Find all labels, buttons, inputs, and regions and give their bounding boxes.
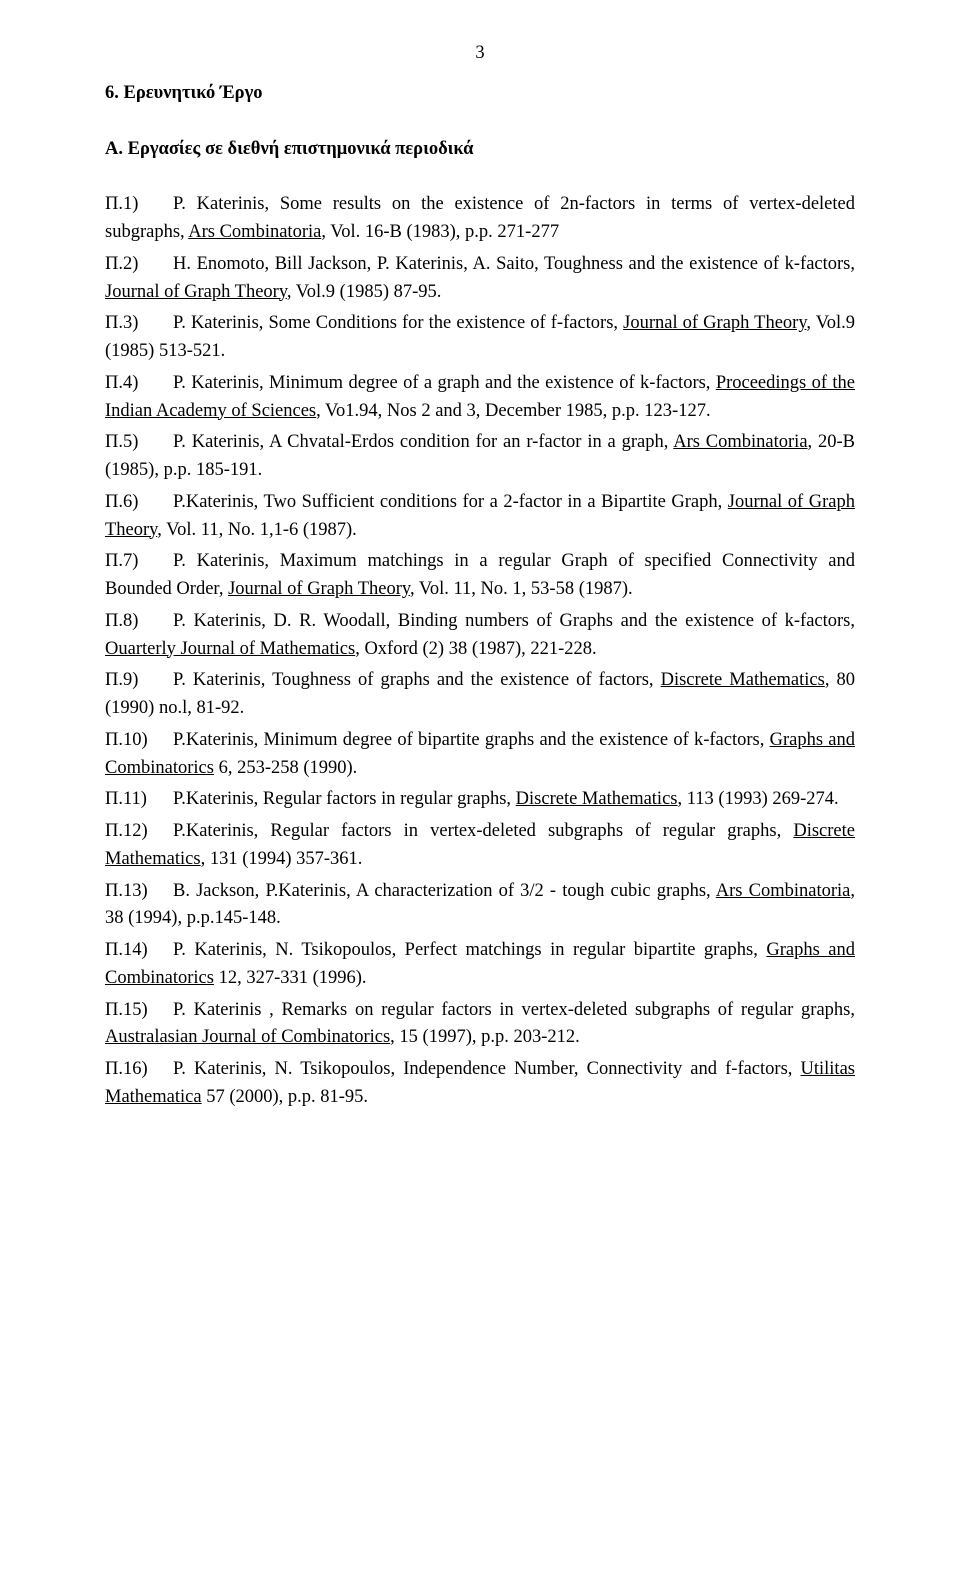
entry-text-pre: P.Katerinis, Regular factors in regular … (173, 789, 516, 809)
entry-text-pre: H. Enomoto, Bill Jackson, P. Katerinis, … (173, 254, 855, 274)
entry-text-post: , Vo1.94, Nos 2 and 3, December 1985, p.… (316, 401, 710, 421)
entry-text-pre: P.Katerinis, Regular factors in vertex-d… (173, 821, 793, 841)
publication-entry: Π.6)P.Katerinis, Two Sufficient conditio… (105, 489, 855, 545)
entry-journal: Ouarterly Journal of Mathematics (105, 639, 355, 659)
entry-journal: Journal of Graph Theory (623, 313, 806, 333)
entry-text-post: 12, 327-331 (1996). (214, 968, 367, 988)
entry-journal: Australasian Journal of Combinatorics (105, 1027, 390, 1047)
section-title: 6. Ερευνητικό Έργο (105, 80, 855, 108)
entry-journal: Journal of Graph Theory (105, 282, 287, 302)
publication-entry: Π.4)P. Katerinis, Minimum degree of a gr… (105, 370, 855, 426)
publication-entry: Π.14)P. Katerinis, N. Tsikopoulos, Perfe… (105, 937, 855, 993)
publication-entry: Π.16)P. Katerinis, N. Tsikopoulos, Indep… (105, 1056, 855, 1112)
entry-text-pre: P.Katerinis, Two Sufficient conditions f… (173, 492, 728, 512)
publication-entry: Π.11)P.Katerinis, Regular factors in reg… (105, 786, 855, 814)
entry-text-pre: P. Katerinis, D. R. Woodall, Binding num… (173, 611, 855, 631)
entry-label: Π.7) (105, 548, 173, 576)
entry-text-post: 6, 253-258 (1990). (214, 758, 357, 778)
entry-journal: Ars Combinatoria (673, 432, 807, 452)
entry-text-pre: P. Katerinis , Remarks on regular factor… (173, 1000, 855, 1020)
entry-text-post: 57 (2000), p.p. 81-95. (202, 1087, 368, 1107)
entry-text-pre: P.Katerinis, Minimum degree of bipartite… (173, 730, 770, 750)
entry-label: Π.3) (105, 310, 173, 338)
entry-label: Π.5) (105, 429, 173, 457)
subsection-title: Α. Εργασίες σε διεθνή επιστημονικά περιο… (105, 136, 855, 164)
entry-journal: Journal of Graph Theory (228, 579, 410, 599)
entry-text-pre: P. Katerinis, Minimum degree of a graph … (173, 373, 716, 393)
publication-entry: Π.7)P. Katerinis, Maximum matchings in a… (105, 548, 855, 604)
entry-text-post: , 113 (1993) 269-274. (677, 789, 838, 809)
entry-label: Π.16) (105, 1056, 173, 1084)
entry-label: Π.11) (105, 786, 173, 814)
entry-label: Π.1) (105, 191, 173, 219)
entry-text-post: , Vol. 16-B (1983), p.p. 271-277 (321, 222, 559, 242)
entry-label: Π.4) (105, 370, 173, 398)
entry-journal: Ars Combinatoria (188, 222, 321, 242)
page-number: 3 (105, 40, 855, 68)
entries-list: Π.1)P. Katerinis, Some results on the ex… (105, 191, 855, 1111)
publication-entry: Π.5)P. Katerinis, A Chvatal-Erdos condit… (105, 429, 855, 485)
entry-label: Π.13) (105, 878, 173, 906)
publication-entry: Π.2)H. Enomoto, Bill Jackson, P. Katerin… (105, 251, 855, 307)
entry-text-post: , 131 (1994) 357-361. (201, 849, 363, 869)
entry-label: Π.12) (105, 818, 173, 846)
entry-text-pre: P. Katerinis, N. Tsikopoulos, Independen… (173, 1059, 801, 1079)
entry-label: Π.15) (105, 997, 173, 1025)
entry-text-pre: P. Katerinis, N. Tsikopoulos, Perfect ma… (173, 940, 766, 960)
entry-label: Π.14) (105, 937, 173, 965)
entry-label: Π.6) (105, 489, 173, 517)
entry-journal: Discrete Mathematics (516, 789, 678, 809)
publication-entry: Π.15)P. Katerinis , Remarks on regular f… (105, 997, 855, 1053)
entry-label: Π.8) (105, 608, 173, 636)
entry-label: Π.10) (105, 727, 173, 755)
entry-text-pre: P. Katerinis, Some Conditions for the ex… (173, 313, 623, 333)
entry-text-pre: P. Katerinis, Toughness of graphs and th… (173, 670, 661, 690)
entry-label: Π.2) (105, 251, 173, 279)
entry-text-post: , Oxford (2) 38 (1987), 221-228. (355, 639, 597, 659)
entry-label: Π.9) (105, 667, 173, 695)
publication-entry: Π.8)P. Katerinis, D. R. Woodall, Binding… (105, 608, 855, 664)
entry-text-pre: P. Katerinis, A Chvatal-Erdos condition … (173, 432, 673, 452)
publication-entry: Π.9)P. Katerinis, Toughness of graphs an… (105, 667, 855, 723)
publication-entry: Π.13)B. Jackson, P.Katerinis, A characte… (105, 878, 855, 934)
entry-journal: Ars Combinatoria (716, 881, 851, 901)
entry-text-post: , Vol.9 (1985) 87-95. (287, 282, 442, 302)
entry-text-post: , Vol. 11, No. 1, 53-58 (1987). (410, 579, 633, 599)
entry-journal: Discrete Mathematics (661, 670, 825, 690)
entry-text-post: , 15 (1997), p.p. 203-212. (390, 1027, 580, 1047)
publication-entry: Π.1)P. Katerinis, Some results on the ex… (105, 191, 855, 247)
publication-entry: Π.12)P.Katerinis, Regular factors in ver… (105, 818, 855, 874)
entry-text-pre: B. Jackson, P.Katerinis, A characterizat… (173, 881, 716, 901)
publication-entry: Π.10)P.Katerinis, Minimum degree of bipa… (105, 727, 855, 783)
entry-text-post: , Vol. 11, No. 1,1-6 (1987). (157, 520, 357, 540)
publication-entry: Π.3)P. Katerinis, Some Conditions for th… (105, 310, 855, 366)
